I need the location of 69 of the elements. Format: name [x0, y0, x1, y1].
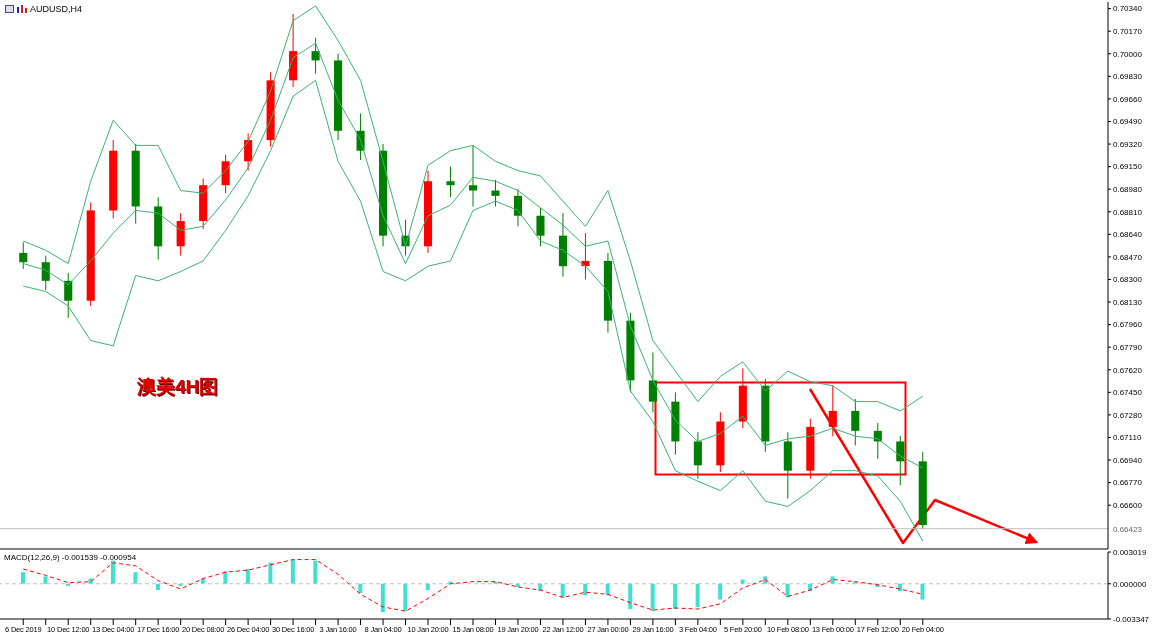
bar [718, 583, 723, 600]
y-tick-label: -0.003347 [1113, 614, 1150, 624]
y-tick-label: 0.66600 [1113, 501, 1143, 511]
y-tick-label: 0.69660 [1113, 94, 1143, 104]
candlestick [693, 431, 702, 480]
ref-line-label: 0.66423 [1113, 524, 1143, 534]
y-tick-label: 0.67280 [1113, 410, 1143, 420]
y-tick-label: 0.69490 [1113, 117, 1143, 127]
bar [268, 562, 273, 584]
bar [65, 583, 70, 586]
y-tick-label: 0.70000 [1113, 49, 1143, 59]
chart-title: AUDUSD,H4 [30, 4, 83, 14]
y-tick-label: 0.69320 [1113, 139, 1143, 149]
candlestick [648, 352, 657, 413]
y-tick-label: 0.000000 [1113, 579, 1147, 589]
bar [178, 583, 183, 586]
bar [155, 583, 160, 591]
bar [43, 576, 48, 584]
candlestick [446, 166, 455, 198]
y-tick-label: 0.67960 [1113, 320, 1143, 330]
bar [673, 583, 678, 610]
candlestick [491, 179, 500, 207]
candlestick [828, 385, 837, 437]
candlestick [221, 154, 230, 194]
y-tick-label: 0.67620 [1113, 365, 1143, 375]
y-tick-label: 0.67790 [1113, 343, 1143, 353]
candlestick [513, 188, 523, 227]
y-tick-label: 0.68810 [1113, 207, 1143, 217]
y-tick-label: 0.70340 [1113, 4, 1143, 14]
bar [695, 583, 700, 607]
y-tick-label: 0.68980 [1113, 185, 1143, 195]
candlestick [244, 132, 253, 172]
candlestick [19, 241, 28, 270]
y-tick-label: 0.68640 [1113, 230, 1143, 240]
y-tick-label: 0.68470 [1113, 252, 1143, 262]
y-tick-label: 0.69830 [1113, 72, 1143, 82]
bar [313, 560, 318, 584]
bar [245, 569, 250, 584]
bar [560, 583, 565, 598]
y-tick-label: 0.66940 [1113, 455, 1143, 465]
y-tick-label: 0.67450 [1113, 388, 1143, 398]
candlestick [851, 398, 860, 446]
bar [920, 583, 925, 600]
bar [21, 572, 25, 584]
bar [650, 583, 655, 612]
line-series [22, 5, 924, 412]
bar [425, 583, 430, 591]
y-tick-label: 0.70170 [1113, 27, 1143, 37]
y-tick-label: 0.67110 [1113, 433, 1142, 443]
bar [583, 583, 588, 596]
bar [403, 583, 408, 612]
y-tick-label: 0.68300 [1113, 275, 1143, 285]
candlestick [64, 272, 73, 319]
y-tick-label: 0.003019 [1113, 547, 1147, 557]
candlestick [536, 207, 545, 247]
y-tick-label: 0.66770 [1113, 478, 1143, 488]
candlestick [896, 435, 905, 486]
chart-title: MACD(12,26,9) -0.001539 -0.000954 [4, 553, 137, 562]
y-tick-label: 0.68130 [1113, 297, 1143, 307]
bar [290, 559, 295, 584]
y-tick-label: 0.69150 [1113, 162, 1143, 172]
bar [133, 572, 138, 584]
annotation: 澳美4H图 [137, 375, 219, 399]
candlestick [41, 255, 50, 291]
line-series [22, 79, 924, 542]
bar [628, 583, 633, 610]
candlestick [468, 144, 478, 207]
bar [380, 583, 385, 613]
bar [110, 560, 115, 584]
